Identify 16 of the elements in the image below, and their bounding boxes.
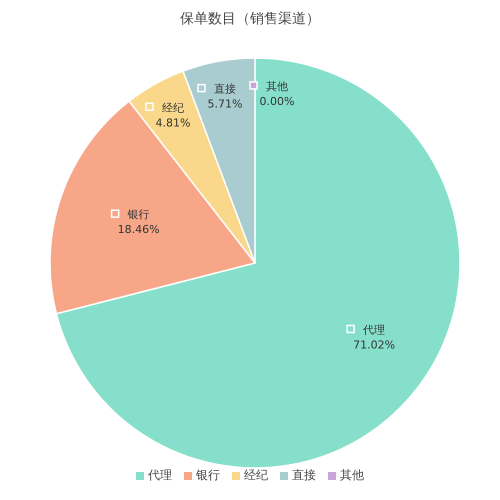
category-label: 直接 [292, 468, 316, 482]
category-label: 其他 [266, 80, 288, 93]
legend-label: 经纪 [162, 101, 184, 114]
data-label: 4.81% [155, 116, 190, 130]
chart-title: 保单数目（销售渠道） [179, 10, 321, 28]
data-label: 71.02% [353, 338, 396, 352]
legend-label: 其他 [340, 467, 364, 484]
category-label: 经纪 [244, 468, 268, 482]
category-label: 银行 [196, 468, 220, 482]
data-label: 5.71% [208, 98, 242, 111]
data-label: 18.46% [118, 223, 160, 236]
legend-label: 代理 [362, 323, 386, 336]
legend-label: 银行 [126, 208, 150, 222]
text: 0.00% [260, 94, 294, 108]
legend-label: 直接 [214, 82, 236, 96]
category-label: 代理 [148, 468, 172, 482]
